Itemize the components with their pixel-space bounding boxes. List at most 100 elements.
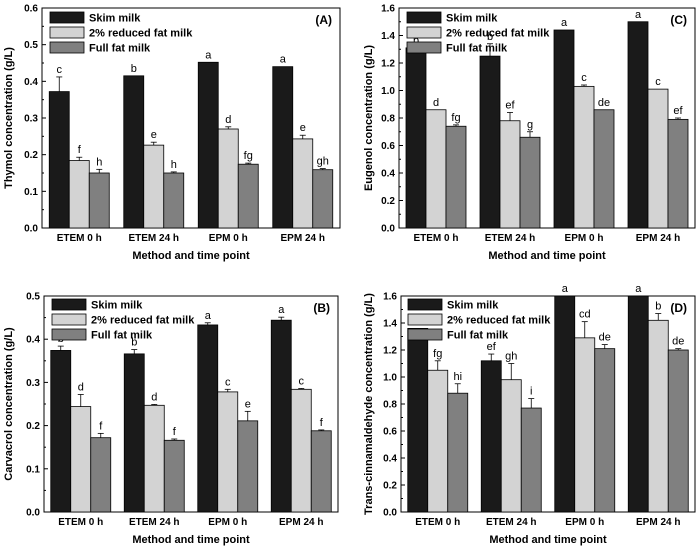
significance-letter: b: [131, 337, 137, 349]
legend-label: 2% reduced fat milk: [446, 28, 550, 40]
legend-label: Full fat milk: [446, 43, 508, 55]
bar-full-fat-milk: [237, 163, 259, 229]
y-tick-label: 0.2: [24, 150, 38, 161]
significance-letter: a: [635, 9, 642, 21]
y-tick-label: 0.0: [383, 508, 397, 519]
bar-skim-milk: [50, 350, 72, 513]
bar-full-fat-milk: [594, 348, 616, 513]
y-tick-label: 0.6: [383, 427, 397, 438]
legend-label: 2% reduced fat milk: [447, 315, 551, 327]
significance-letter: g: [527, 119, 533, 131]
bar-skim-milk: [627, 295, 649, 513]
y-tick-label: 0.0: [24, 224, 38, 235]
y-tick-label: 1.2: [383, 346, 397, 357]
x-tick-label: ETEM 0 h: [415, 517, 460, 528]
bar-skim-milk: [197, 324, 219, 513]
significance-letter: c: [299, 375, 305, 387]
legend-label: Full fat milk: [447, 330, 509, 342]
significance-letter: f: [78, 144, 82, 156]
bar-skim-milk: [554, 295, 576, 513]
bar-skim-milk: [553, 29, 575, 229]
x-axis-title: Method and time point: [132, 250, 250, 262]
legend-swatch: [49, 41, 85, 54]
bar-full-fat-milk: [163, 172, 185, 229]
bar-skim-milk: [407, 327, 429, 513]
y-tick-label: 0.4: [381, 169, 395, 180]
legend-swatch: [407, 328, 443, 341]
x-tick-label: EPM 0 h: [565, 517, 604, 528]
legend: Skim milk 2% reduced fat milk Full fat mil…: [407, 298, 551, 342]
x-tick-label: ETEM 24 h: [485, 233, 536, 244]
bar-full-fat-milk: [90, 437, 112, 513]
bar-full-fat-milk: [520, 407, 542, 513]
y-tick-label: 0.5: [26, 292, 40, 303]
bar-full-fat-milk: [519, 136, 541, 229]
significance-letter: d: [78, 381, 84, 393]
bar-full-fat-milk: [88, 172, 110, 229]
bar-2-reduced-fat-milk: [70, 406, 92, 513]
legend-label: 2% reduced fat milk: [89, 28, 193, 40]
x-tick-label: EPM 24 h: [636, 233, 680, 244]
bar-2-reduced-fat-milk: [217, 128, 239, 229]
bar-full-fat-milk: [237, 420, 259, 513]
y-tick-label: 1.0: [383, 373, 397, 384]
significance-letter: b: [655, 301, 661, 313]
y-tick-label: 1.0: [381, 86, 395, 97]
legend-swatch: [49, 11, 85, 24]
significance-letter: hi: [453, 371, 462, 383]
significance-letter: d: [151, 391, 157, 403]
legend-swatch: [406, 41, 442, 54]
x-tick-label: EPM 0 h: [208, 517, 247, 528]
panel-label: (D): [670, 301, 687, 315]
chart-panel-c: 0.0 0.2 0.4 0.6 0.8 1.0 1.2 1.4 1.6 ETEM 0 h b dfg E…: [363, 4, 696, 262]
y-tick-label: 0.1: [24, 187, 38, 198]
legend-label: Skim milk: [89, 13, 141, 25]
legend-label: 2% reduced fat milk: [91, 315, 195, 327]
significance-letter: ef: [487, 341, 497, 353]
x-tick-label: ETEM 24 h: [486, 517, 537, 528]
y-tick-label: 0.1: [26, 464, 40, 475]
y-tick-label: 0.2: [381, 196, 395, 207]
y-tick-label: 0.4: [24, 77, 38, 88]
bar-full-fat-milk: [667, 118, 689, 229]
y-tick-label: 0.5: [24, 40, 38, 51]
significance-letter: ef: [505, 100, 515, 112]
x-tick-label: ETEM 24 h: [128, 233, 179, 244]
bar-skim-milk: [123, 75, 145, 229]
y-tick-label: 1.4: [383, 319, 397, 330]
legend: Skim milk 2% reduced fat milk Full fat mil…: [406, 11, 550, 55]
bar-skim-milk: [480, 360, 502, 513]
significance-letter: d: [433, 97, 439, 109]
legend-label: Full fat milk: [89, 43, 151, 55]
significance-letter: gh: [317, 156, 329, 168]
x-tick-label: EPM 0 h: [565, 233, 604, 244]
bar-2-reduced-fat-milk: [292, 138, 314, 229]
y-tick-label: 0.6: [381, 141, 395, 152]
legend-swatch: [51, 328, 87, 341]
bar-2-reduced-fat-milk: [425, 109, 447, 229]
y-tick-label: 0.2: [383, 481, 397, 492]
significance-letter: f: [320, 417, 324, 429]
significance-letter: b: [131, 63, 137, 75]
significance-letter: c: [57, 64, 63, 76]
significance-letter: c: [581, 72, 587, 84]
significance-letter: a: [562, 283, 569, 295]
significance-letter: h: [171, 159, 177, 171]
bar-2-reduced-fat-milk: [143, 404, 165, 513]
significance-letter: d: [225, 114, 231, 126]
y-tick-label: 0.4: [383, 454, 397, 465]
y-axis-title: Carvacrol concentration (g/L): [3, 327, 15, 481]
significance-letter: i: [530, 386, 532, 398]
y-tick-label: 0.4: [26, 335, 40, 346]
legend-swatch: [49, 26, 85, 39]
significance-letter: fg: [244, 150, 253, 162]
legend-label: Skim milk: [91, 300, 143, 312]
y-axis-title: Thymol concentration (g/L): [3, 47, 15, 189]
significance-letter: c: [225, 376, 231, 388]
legend-swatch: [407, 313, 443, 326]
x-tick-label: EPM 24 h: [636, 517, 680, 528]
significance-letter: b: [487, 31, 493, 43]
significance-letter: e: [245, 398, 251, 410]
